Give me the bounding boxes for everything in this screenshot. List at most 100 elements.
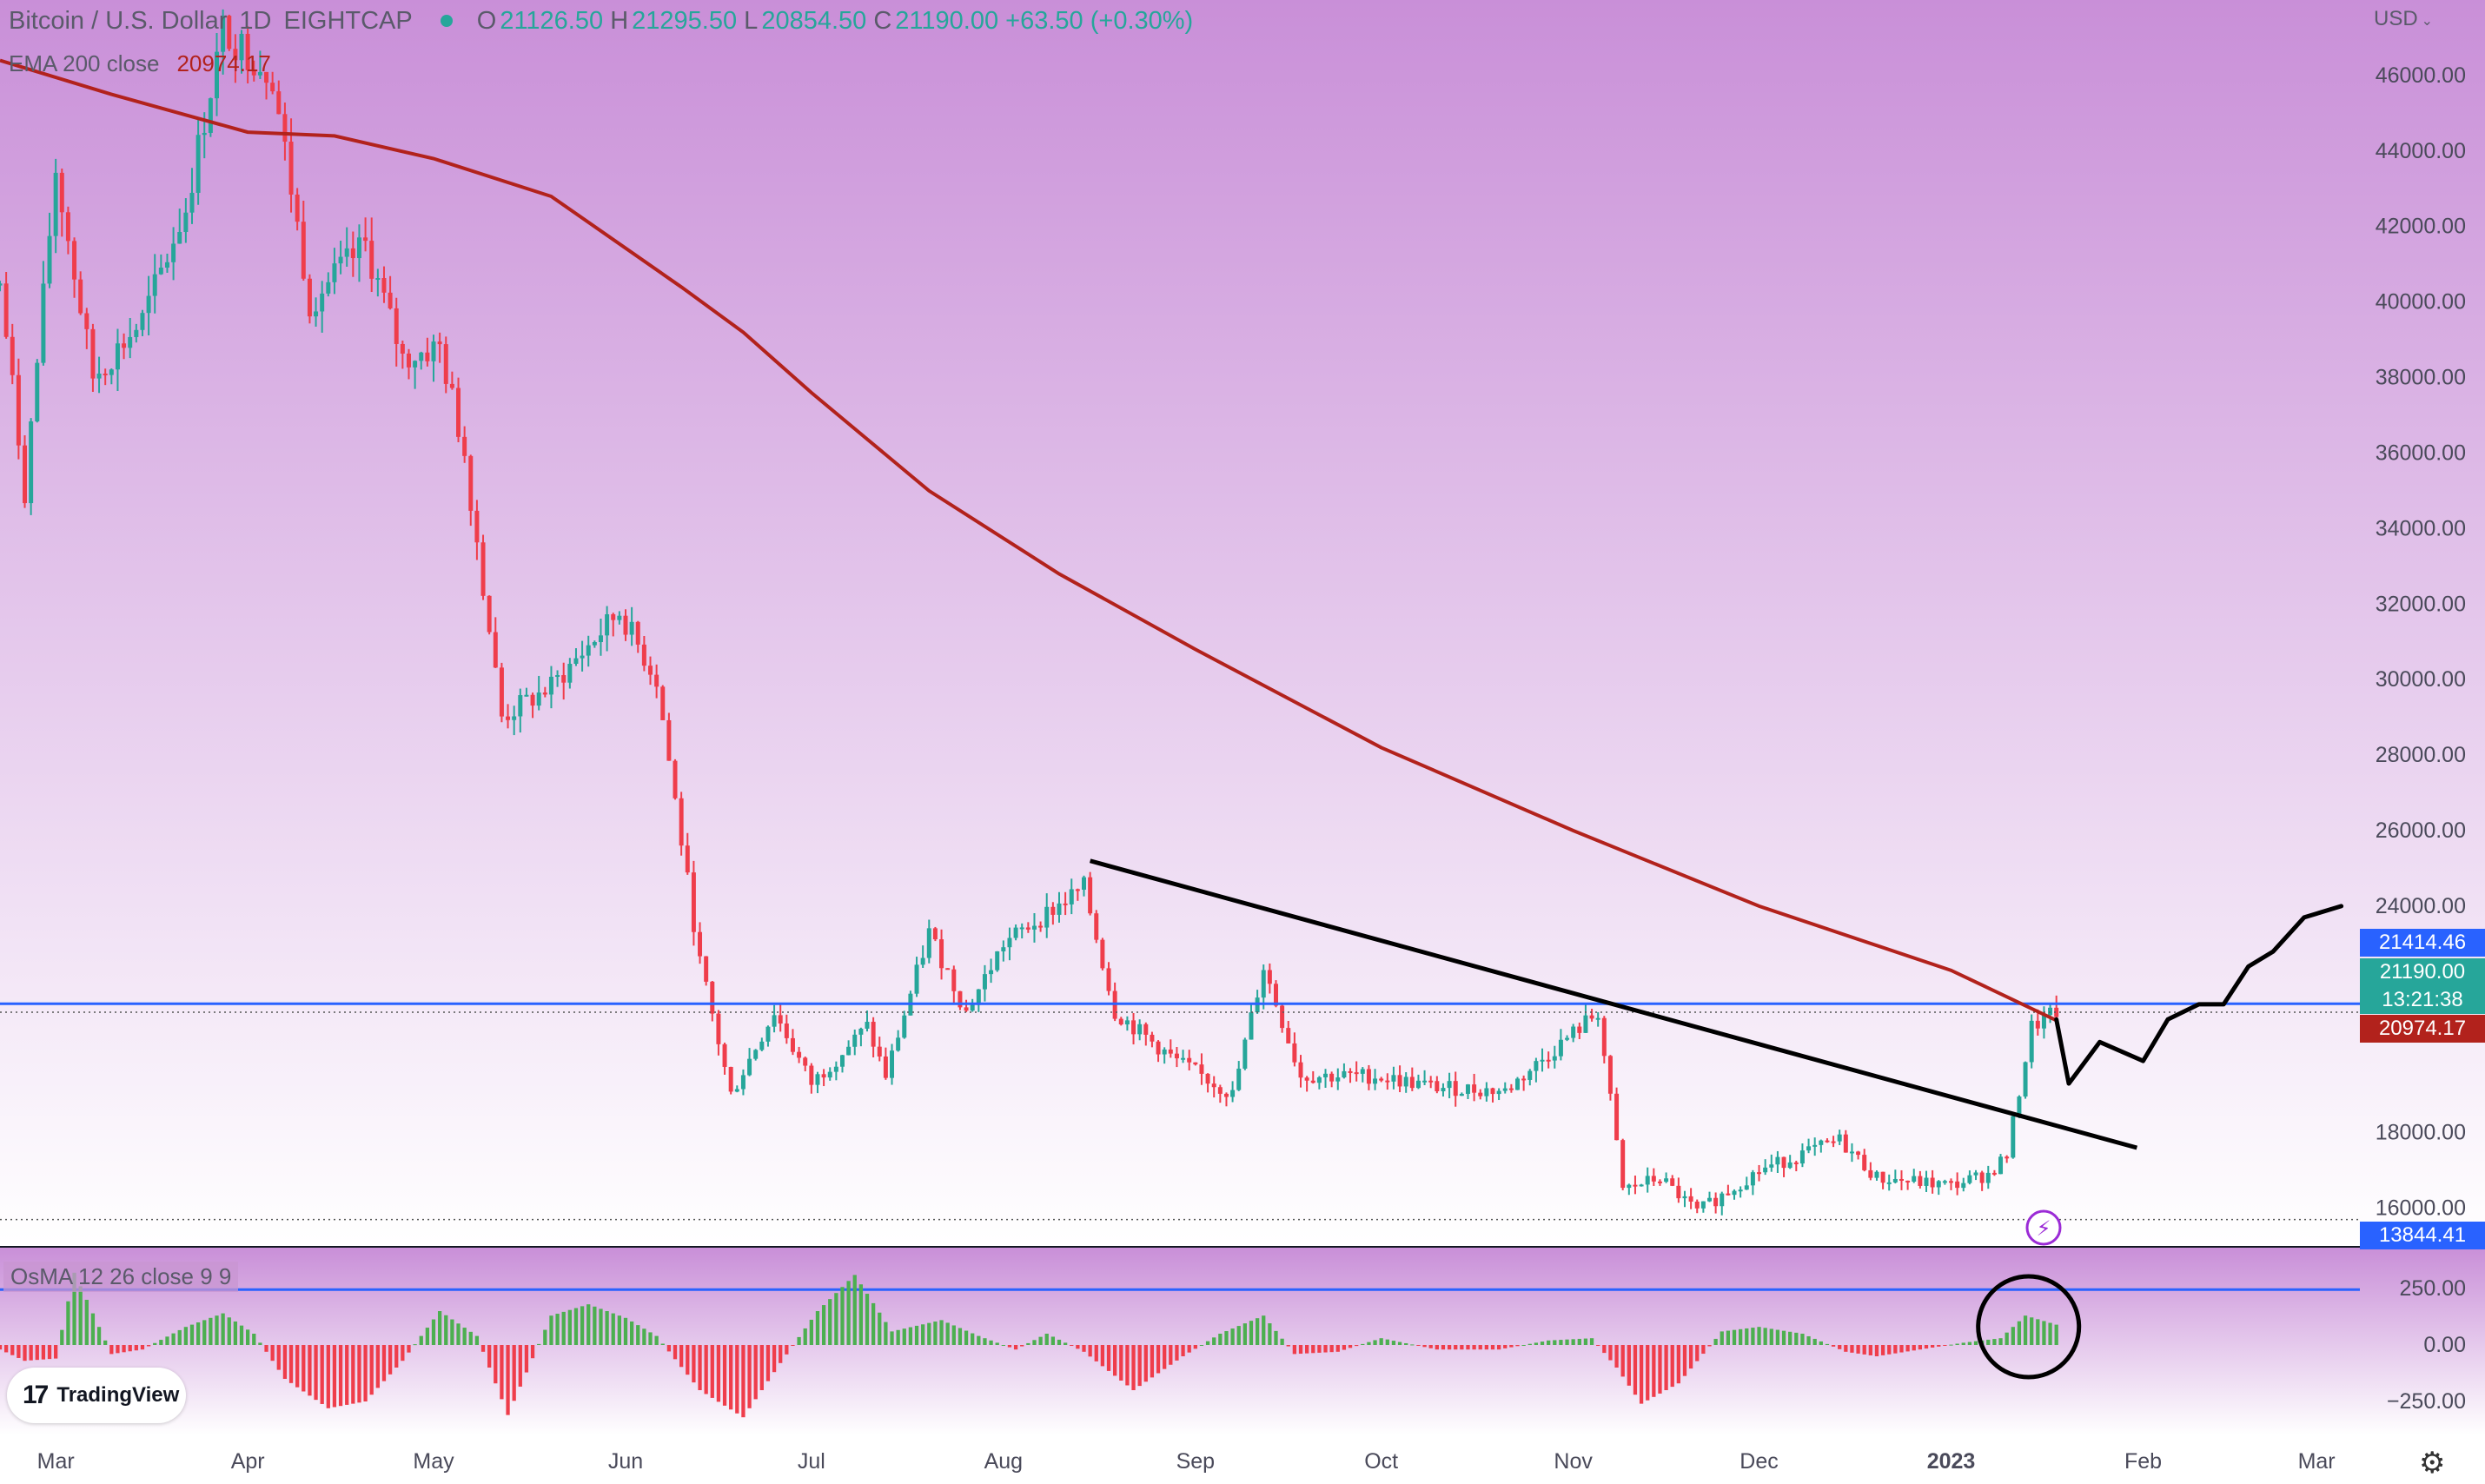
candle-body <box>1082 877 1087 890</box>
osma-bar <box>84 1300 89 1345</box>
candle-body <box>1465 1084 1470 1094</box>
candle-body <box>1435 1081 1440 1091</box>
candle-body <box>251 70 256 76</box>
osma-bar <box>320 1345 324 1404</box>
osma-bar <box>401 1345 405 1361</box>
candle-body <box>976 989 981 1005</box>
osma-bar <box>2005 1332 2009 1345</box>
ema-label[interactable]: EMA 200 close <box>9 50 160 76</box>
candle-body <box>171 243 176 262</box>
symbol-name[interactable]: Bitcoin / U.S. Dollar <box>9 7 228 35</box>
candle-body <box>1750 1172 1755 1186</box>
osma-bar <box>636 1325 640 1345</box>
candle-body <box>1552 1056 1557 1061</box>
market-status-dot-icon[interactable] <box>440 14 453 27</box>
candle-body <box>1391 1075 1396 1082</box>
candle-body <box>623 615 628 635</box>
osma-bar <box>314 1345 318 1401</box>
osma-bar <box>611 1313 615 1345</box>
candle-body <box>189 192 195 213</box>
candle-body <box>2011 1116 2016 1158</box>
osma-bar <box>1880 1345 1885 1355</box>
osma-bar <box>710 1345 714 1398</box>
osma-bar <box>1812 1338 1817 1345</box>
osma-bar <box>381 1345 387 1381</box>
price-axis-tick-label: 16000.00 <box>2376 1196 2466 1221</box>
candle-body <box>394 308 399 344</box>
currency-label[interactable]: USD <box>2374 7 2418 30</box>
projection-path[interactable] <box>2054 904 2344 1086</box>
tradingview-badge[interactable]: 17 TradingView <box>7 1368 186 1423</box>
candle-body <box>704 956 709 982</box>
lightning-icon[interactable] <box>2025 1209 2062 1246</box>
candle-body <box>3 283 9 337</box>
candle-body <box>896 1037 901 1051</box>
osma-bar <box>586 1304 591 1345</box>
osma-bar <box>741 1345 746 1418</box>
candle-body <box>1280 1005 1285 1029</box>
osma-bar <box>227 1317 231 1345</box>
candle-body <box>1979 1172 1985 1183</box>
candle-body <box>1614 1093 1620 1141</box>
candle-body <box>1415 1080 1421 1089</box>
osma-bar <box>1608 1345 1613 1361</box>
candle-body <box>493 632 498 668</box>
interval-label[interactable]: 1D <box>239 7 272 35</box>
candle-body <box>1688 1196 1693 1202</box>
osma-bar <box>2042 1321 2046 1345</box>
osma-bar <box>159 1340 163 1345</box>
currency-selector[interactable]: USD ⌄ <box>2374 7 2433 31</box>
osma-bar <box>1137 1345 1142 1387</box>
ema-legend[interactable]: EMA 200 close 20974.17 <box>9 50 271 77</box>
osma-bar <box>779 1345 783 1363</box>
candle-body <box>1044 906 1050 928</box>
osma-bar <box>202 1320 207 1345</box>
symbol-legend[interactable]: Bitcoin / U.S. Dollar 1D EIGHTCAP O 21126.50… <box>9 7 1205 36</box>
candle-body <box>512 716 517 720</box>
main-pane-background <box>0 0 2360 1246</box>
gear-icon[interactable]: ⚙ <box>2419 1447 2446 1480</box>
candle-body <box>16 374 21 446</box>
candle-body <box>1930 1177 1935 1188</box>
osma-bar <box>1020 1345 1024 1347</box>
ema-200-line[interactable] <box>0 58 2058 1023</box>
osma-bar <box>1422 1345 1427 1348</box>
price-axis-tick-label: 30000.00 <box>2376 667 2466 692</box>
candle-body <box>1664 1178 1669 1183</box>
osma-bar <box>1169 1345 1173 1365</box>
candle-body <box>1726 1193 1731 1196</box>
candle-body <box>1069 889 1074 904</box>
candle-body <box>215 51 219 99</box>
osma-bar <box>375 1345 380 1388</box>
candle-body <box>363 237 368 242</box>
trendline[interactable] <box>1089 858 2138 1150</box>
candle-body <box>1031 925 1037 930</box>
osma-bar <box>1949 1344 1953 1346</box>
osma-legend[interactable]: OsMA 12 26 close 9 9 <box>3 1262 239 1292</box>
osma-bar <box>1026 1342 1030 1345</box>
candle-body <box>883 1056 888 1078</box>
candle-body <box>890 1050 895 1078</box>
candle-body <box>1242 1039 1248 1069</box>
osma-bar <box>1577 1338 1581 1345</box>
osma-bar <box>1924 1345 1929 1349</box>
candle-body <box>945 968 951 971</box>
candle-body <box>1050 906 1056 915</box>
osma-bar <box>908 1327 913 1345</box>
osma-bar <box>524 1345 529 1373</box>
candle-body <box>1094 913 1099 940</box>
osma-bar <box>1187 1345 1191 1353</box>
candle-body <box>47 235 52 284</box>
candle-body <box>1422 1080 1428 1083</box>
candle-body <box>710 981 715 1014</box>
time-axis-tick-label: Apr <box>231 1449 265 1474</box>
candle-body <box>753 1050 759 1059</box>
osma-bar <box>599 1308 603 1345</box>
highlight-circle[interactable] <box>1976 1274 2082 1380</box>
candle-body <box>989 970 994 975</box>
osma-bar <box>1559 1340 1563 1345</box>
candle-body <box>338 256 343 264</box>
candle-body <box>1106 968 1111 991</box>
candle-body <box>1670 1178 1675 1186</box>
